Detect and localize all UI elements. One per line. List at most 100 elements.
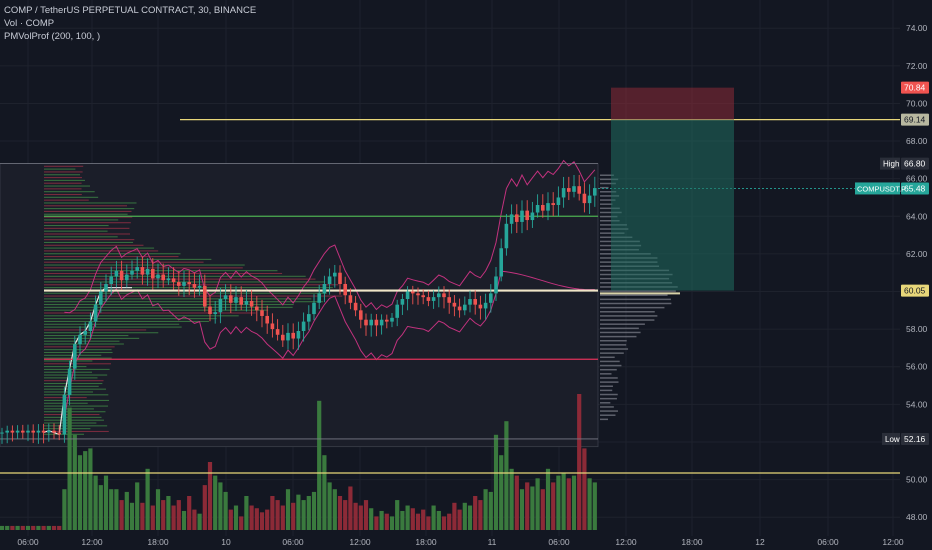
candle-body bbox=[525, 210, 529, 221]
candle-body bbox=[369, 319, 373, 326]
candle-body bbox=[114, 270, 119, 277]
x-tick-label: 06:00 bbox=[17, 537, 39, 547]
right-profile-bar bbox=[600, 335, 637, 338]
candle-body bbox=[52, 430, 56, 433]
candle-body bbox=[260, 310, 264, 316]
candle-body bbox=[509, 214, 514, 224]
volume-bar bbox=[499, 455, 504, 530]
volume-bar bbox=[140, 502, 145, 530]
candle-body bbox=[104, 283, 108, 292]
volume-bar bbox=[447, 513, 452, 530]
candle-body bbox=[442, 293, 446, 298]
right-profile-bar bbox=[600, 397, 617, 400]
candle-body bbox=[515, 214, 519, 222]
volume-bar bbox=[566, 478, 571, 530]
volume-bar bbox=[473, 496, 478, 530]
y-tick-label: 56.00 bbox=[906, 362, 928, 372]
volume-bar bbox=[332, 489, 337, 530]
candle-body bbox=[353, 302, 358, 311]
volume-bar bbox=[530, 486, 535, 530]
candle-body bbox=[15, 430, 20, 433]
volume-bar bbox=[77, 455, 83, 530]
candle-body bbox=[151, 268, 155, 279]
candle-body bbox=[223, 295, 228, 300]
candle-body bbox=[166, 278, 171, 281]
volume-bar bbox=[213, 475, 218, 530]
right-profile-bar bbox=[600, 306, 665, 309]
volume-bar bbox=[202, 485, 207, 530]
x-tick-label: 12:00 bbox=[882, 537, 904, 547]
current-price-tag: 65.48 bbox=[904, 183, 926, 193]
right-profile-bar bbox=[600, 178, 619, 181]
volume-bar bbox=[207, 462, 213, 530]
volume-bar bbox=[57, 525, 62, 530]
candle-body bbox=[473, 299, 477, 305]
profile-bar bbox=[44, 278, 316, 280]
candle-body bbox=[494, 276, 498, 294]
candle-body bbox=[411, 291, 415, 294]
candle-body bbox=[551, 203, 555, 205]
volume-bar bbox=[327, 482, 332, 530]
volume-bar bbox=[545, 468, 551, 530]
y-tick-label: 54.00 bbox=[906, 399, 928, 409]
profile-bar bbox=[44, 301, 323, 303]
profile-bar bbox=[44, 239, 135, 241]
right-profile-bar bbox=[600, 373, 612, 375]
candle-body bbox=[452, 302, 457, 307]
candle-body bbox=[447, 297, 451, 303]
candle-body bbox=[41, 430, 46, 433]
candle-body bbox=[234, 297, 238, 303]
profile-bar bbox=[44, 253, 181, 255]
volume-bar bbox=[254, 508, 259, 530]
profile-bar bbox=[44, 213, 128, 215]
profile-bar bbox=[44, 337, 140, 339]
volume-bar bbox=[410, 508, 415, 530]
candle-body bbox=[416, 293, 420, 296]
right-profile-poc bbox=[600, 292, 680, 295]
right-profile-bar bbox=[600, 215, 618, 218]
low-label-bg bbox=[882, 432, 900, 445]
candle-body bbox=[296, 331, 301, 339]
volume-bar bbox=[10, 525, 15, 530]
volume-bar bbox=[540, 489, 545, 530]
volume-bar bbox=[249, 505, 254, 530]
volume-bar bbox=[218, 482, 223, 530]
volume-bar bbox=[561, 472, 566, 530]
profile-bar bbox=[44, 320, 209, 322]
volume-bar bbox=[233, 505, 239, 530]
price-levels bbox=[0, 119, 900, 474]
profile-bar bbox=[44, 230, 108, 232]
candle-body bbox=[275, 329, 280, 335]
profile-bar bbox=[44, 363, 111, 365]
candle-body bbox=[546, 203, 550, 211]
x-tick-label: 11 bbox=[488, 537, 497, 547]
profile-bar bbox=[44, 360, 93, 362]
candle-body bbox=[530, 212, 535, 221]
profile-bar bbox=[44, 416, 102, 418]
candle-body bbox=[587, 195, 592, 204]
volume-bar bbox=[129, 502, 135, 530]
candle-body bbox=[197, 285, 202, 288]
volume-bar bbox=[452, 502, 457, 530]
right-profile-bar bbox=[600, 364, 622, 367]
candle-body bbox=[135, 267, 139, 271]
volume-bar bbox=[197, 513, 202, 530]
volume-bar bbox=[259, 512, 265, 530]
candle-body bbox=[520, 210, 524, 222]
profile-bar bbox=[44, 326, 182, 328]
x-tick-label: 06:00 bbox=[817, 537, 839, 547]
candle-body bbox=[489, 293, 493, 303]
volume-bar bbox=[150, 505, 155, 530]
profile-bar bbox=[44, 335, 129, 337]
profile-bar bbox=[44, 270, 278, 272]
position-tool[interactable] bbox=[611, 87, 734, 291]
candle-body bbox=[57, 432, 61, 435]
candle-body bbox=[156, 274, 160, 279]
candle-body bbox=[281, 334, 285, 341]
target-zone bbox=[611, 119, 734, 291]
volume-bar bbox=[415, 513, 421, 530]
volume-bar bbox=[46, 525, 51, 530]
candle-body bbox=[582, 193, 587, 204]
right-profile-bar bbox=[600, 418, 609, 421]
